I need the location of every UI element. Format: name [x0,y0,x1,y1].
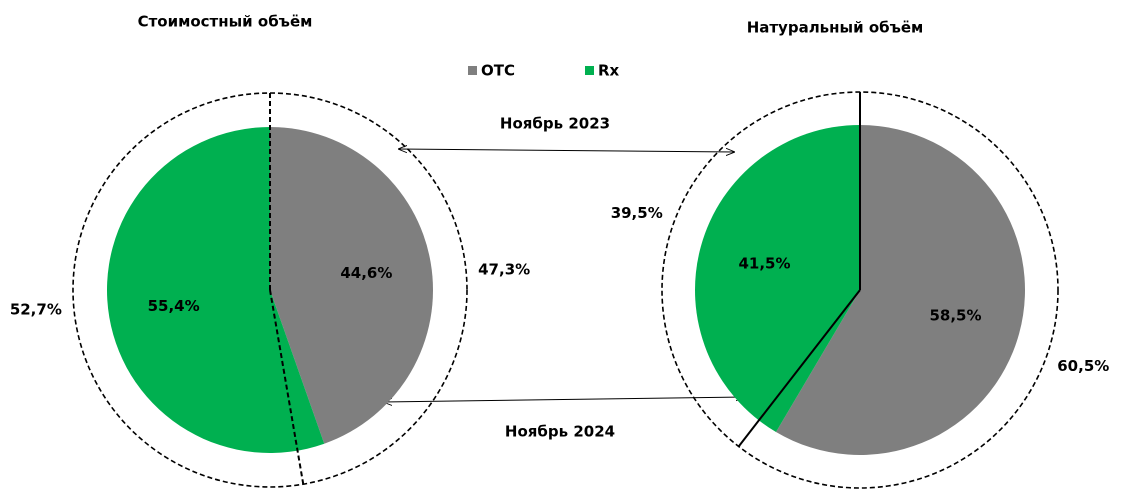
pie-slice [776,125,1026,456]
arrow [398,149,735,152]
data-label: 47,3% [478,261,530,279]
legend-label: Rx [598,62,620,80]
data-label: 55,4% [148,297,200,315]
chart-title: Натуральный объём [747,19,924,37]
data-label: 58,5% [929,307,981,325]
annotation: Ноябрь 2024 [505,423,615,441]
legend-swatch [585,66,594,75]
data-label: 39,5% [611,204,663,222]
pie-slice [270,127,433,444]
data-label: 41,5% [738,254,790,272]
data-label: 44,6% [340,264,392,282]
data-label: 52,7% [10,300,62,318]
pie-slice [695,125,860,433]
divider [737,289,861,448]
legend-swatch [468,66,477,75]
legend-label: OTC [481,62,515,80]
annotation: Ноябрь 2023 [500,115,610,133]
chart-title: Стоимостный объём [138,13,313,31]
divider [269,289,305,485]
data-label: 60,5% [1057,357,1109,375]
arrow [383,397,745,402]
outer-ring [72,92,468,488]
